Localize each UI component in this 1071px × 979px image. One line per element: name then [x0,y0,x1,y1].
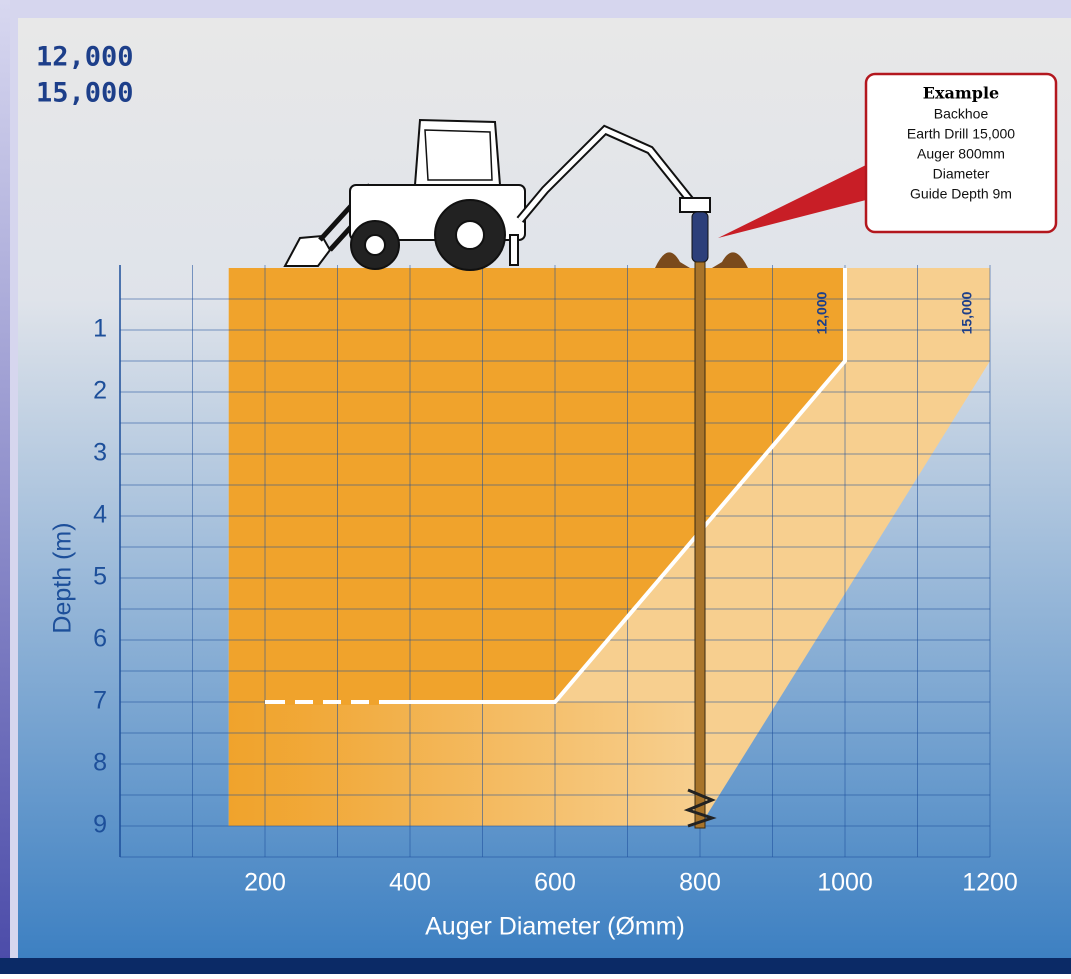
x-tick-label: 1200 [962,869,1018,897]
y-tick-label: 7 [93,687,107,715]
series-label: 15,000 [959,291,975,334]
legend-label: 15,000 [36,78,134,109]
dash-gap [313,699,323,705]
callout-line: Auger 800mm [917,146,1005,162]
dash-gap [341,699,351,705]
y-tick-label: 8 [93,749,107,777]
callout-line: Diameter [933,166,990,182]
x-tick-label: 1000 [817,869,873,897]
y-tick-label: 2 [93,377,107,405]
y-tick-label: 9 [93,811,107,839]
callout-line: Earth Drill 15,000 [907,126,1015,142]
x-tick-label: 800 [679,869,721,897]
x-axis-label: Auger Diameter (Ømm) [425,913,685,941]
y-tick-label: 4 [93,501,107,529]
callout-title: Example [923,84,999,103]
x-tick-label: 600 [534,869,576,897]
x-tick-label: 200 [244,869,286,897]
dash-gap [285,699,295,705]
side-stripe [0,0,10,974]
y-tick-label: 3 [93,439,107,467]
bottom-bar [0,958,1071,974]
chart: 200 400 600 800 1000 1200 1 2 3 4 5 6 7 8 9 Auger Diame… [0,0,1071,974]
y-axis-label: Depth (m) [49,522,77,633]
series-label: 12,000 [814,291,830,334]
callout-line: Backhoe [934,106,989,122]
y-tick-label: 1 [93,315,107,343]
y-tick-label: 6 [93,625,107,653]
legend-label: 12,000 [36,42,134,73]
page: {"chart_data": { "type": "area", "xlabel… [0,0,1071,979]
y-tick-label: 5 [93,563,107,591]
x-tick-label: 400 [389,869,431,897]
dash-gap [369,699,379,705]
callout-line: Guide Depth 9m [910,186,1012,202]
